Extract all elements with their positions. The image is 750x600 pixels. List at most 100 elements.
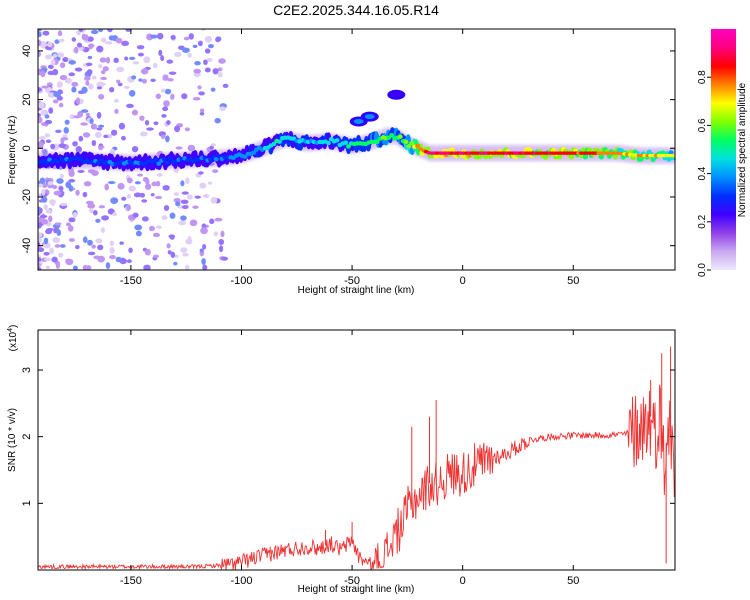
heatmap-speckle: [161, 134, 166, 139]
heatmap-speckle: [155, 93, 162, 100]
heatmap-speckle: [221, 256, 229, 261]
heatmap-speckle: [38, 116, 43, 124]
heatmap-speckle: [47, 41, 53, 47]
heatmap-speckle: [209, 218, 215, 225]
heatmap-speckle: [194, 61, 201, 66]
heatmap-speckle: [38, 29, 42, 32]
heatmap-speckle: [85, 200, 94, 205]
heatmap-speckle: [81, 33, 87, 40]
heatmap-peak-cell: [55, 159, 61, 164]
heatmap-speckle: [165, 135, 170, 143]
heatmap-speckle: [40, 109, 49, 116]
heatmap-speckle: [203, 59, 208, 66]
heatmap-speckle: [55, 262, 60, 269]
heatmap-speckle: [56, 81, 63, 88]
y-tick-label: -20: [21, 189, 33, 205]
heatmap-speckle: [202, 193, 210, 198]
heatmap-speckle: [184, 127, 190, 132]
heatmap-speckle: [50, 143, 56, 150]
x-tick-label: -150: [120, 575, 142, 587]
heatmap-speckle: [188, 33, 194, 40]
heatmap-speckle: [141, 216, 149, 222]
snr-multiplier-base: (x10: [8, 331, 19, 351]
figure-title: C2E2.2025.344.16.05.R14: [273, 2, 439, 18]
heatmap-speckle: [162, 74, 169, 81]
heatmap-speckle: [57, 30, 63, 37]
colorbar-label: Normalized spectral amplitude: [737, 82, 748, 217]
heatmap-speckle: [38, 102, 45, 109]
snr-plot-area: [38, 330, 675, 570]
heatmap-speckle: [162, 106, 169, 112]
heatmap-speckle: [91, 170, 99, 176]
spectrogram-y-ticks: -40 -20 0 20 40: [21, 45, 675, 254]
heatmap-speckle: [58, 38, 65, 43]
heatmap-speckle: [121, 40, 130, 47]
heatmap-speckle: [128, 89, 136, 97]
heatmap-speckle: [95, 131, 102, 138]
heatmap-speckle: [44, 114, 50, 119]
heatmap-speckle: [199, 111, 205, 116]
heatmap-speckle: [218, 238, 225, 246]
heatmap-speckle: [80, 109, 89, 113]
heatmap-speckle: [112, 212, 117, 217]
heatmap-speckle: [52, 185, 58, 190]
heatmap-speckle: [132, 212, 139, 218]
heatmap-core-cell: [568, 153, 575, 160]
heatmap-speckle: [87, 251, 96, 256]
heatmap-speckle: [42, 67, 48, 72]
heatmap-speckle: [128, 56, 136, 60]
heatmap-speckle: [141, 78, 148, 84]
heatmap-speckle: [173, 192, 180, 196]
heatmap-speckle: [150, 193, 155, 197]
heatmap-speckle: [96, 127, 103, 131]
heatmap-speckle: [148, 225, 155, 232]
heatmap-core-cell: [582, 153, 589, 160]
heatmap-speckle: [192, 96, 201, 101]
heatmap-speckle: [53, 227, 59, 232]
heatmap-speckle: [68, 60, 77, 65]
heatmap-speckle: [115, 256, 122, 263]
heatmap-speckle: [218, 58, 226, 64]
snr-x-label: Height of straight line (km): [298, 584, 415, 595]
heatmap-speckle: [59, 62, 66, 69]
heatmap-peak-cell: [326, 140, 331, 146]
heatmap-speckle: [208, 43, 214, 49]
heatmap-speckle: [54, 39, 60, 44]
heatmap-speckle: [98, 29, 104, 33]
heatmap-speckle: [38, 262, 41, 268]
heatmap-speckle: [71, 81, 79, 87]
heatmap-speckle: [118, 122, 126, 130]
heatmap-speckle: [182, 253, 189, 257]
heatmap-speckle: [38, 183, 44, 188]
heatmap-speckle: [54, 222, 62, 226]
snr-panel: -150 -100 -50 0 50 1 2 3 Height of straight li…: [7, 325, 676, 595]
colorbar-tick-label: 0.4: [697, 166, 708, 180]
heatmap-speckle: [178, 220, 187, 226]
heatmap-speckle: [135, 230, 142, 237]
heatmap-speckle: [215, 37, 221, 43]
heatmap-speckle: [45, 54, 53, 60]
heatmap-speckle: [49, 247, 54, 255]
heatmap-speckle: [38, 113, 41, 117]
heatmap-speckle: [103, 134, 109, 139]
heatmap-speckle: [155, 225, 162, 229]
heatmap-speckle: [124, 56, 129, 61]
heatmap-speckle: [46, 209, 53, 214]
colorbar-ticks: 0.0 0.2 0.4 0.6 0.8: [697, 70, 711, 277]
heatmap-speckle: [116, 66, 125, 73]
heatmap-speckle: [79, 46, 84, 51]
heatmap-speckle: [76, 30, 81, 36]
heatmap-speckle: [219, 106, 226, 112]
x-tick-label: -100: [230, 275, 252, 287]
heatmap-speckle: [150, 34, 158, 39]
y-tick-label: 3: [21, 367, 33, 373]
heatmap-speckle: [98, 205, 105, 209]
heatmap-speckle: [167, 250, 172, 255]
heatmap-speckle: [38, 222, 42, 229]
heatmap-speckle: [214, 117, 221, 124]
heatmap-speckle: [68, 217, 76, 223]
heatmap-speckle: [85, 80, 90, 86]
heatmap-peak-cell: [415, 143, 420, 149]
spectrogram-frame: [37, 28, 676, 271]
heatmap-speckle: [97, 255, 105, 263]
